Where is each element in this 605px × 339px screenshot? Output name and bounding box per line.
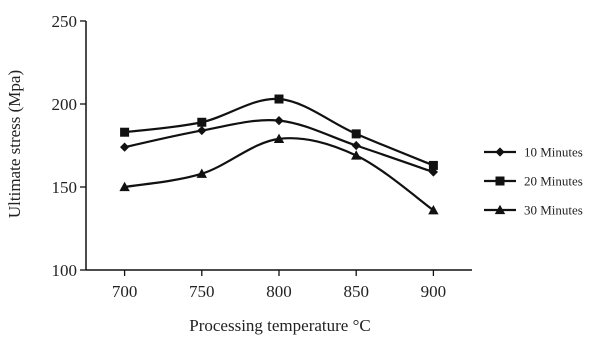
data-point <box>351 150 362 160</box>
x-tick-label: 900 <box>421 282 447 301</box>
y-tick-label: 100 <box>52 261 78 280</box>
legend-label: 30 Minutes <box>524 203 583 218</box>
x-tick-label: 750 <box>189 282 215 301</box>
y-tick-label: 200 <box>52 95 78 114</box>
data-point <box>119 181 130 192</box>
legend-marker <box>494 204 506 215</box>
legend-label: 10 Minutes <box>524 145 583 160</box>
data-point <box>428 205 439 215</box>
data-point <box>120 142 130 152</box>
data-point <box>274 116 284 126</box>
data-point <box>428 160 438 170</box>
legend-marker <box>495 176 505 186</box>
data-point <box>351 129 361 139</box>
x-axis-label: Processing temperature °C <box>189 316 370 335</box>
series-3 <box>119 133 439 215</box>
series-layer <box>119 94 439 215</box>
legend-item: 10 Minutes <box>484 145 583 160</box>
data-point <box>120 127 130 137</box>
data-point <box>196 168 207 178</box>
axes: 100 150 200 250 700 750 800 850 900 <box>52 12 472 301</box>
data-point <box>197 117 207 127</box>
data-point <box>197 125 207 136</box>
legend-item: 20 Minutes <box>484 174 583 189</box>
series-2 <box>120 94 438 170</box>
legend-item: 30 Minutes <box>484 203 583 218</box>
x-tick-label: 850 <box>343 282 369 301</box>
x-tick-label: 700 <box>112 282 138 301</box>
data-point <box>273 133 285 144</box>
x-tick-label: 800 <box>266 282 292 301</box>
data-point <box>428 167 438 177</box>
data-point <box>274 94 284 104</box>
y-tick-label: 250 <box>52 12 78 31</box>
legend-label: 20 Minutes <box>524 174 583 189</box>
legend-marker <box>495 147 505 157</box>
series-line <box>124 137 435 212</box>
y-axis-label: Ultimate stress (Mpa) <box>5 70 24 218</box>
data-point <box>351 140 361 151</box>
legend: 10 Minutes 20 Minutes 30 Minutes <box>484 145 583 218</box>
series-1 <box>120 116 438 177</box>
y-tick-label: 150 <box>52 178 78 197</box>
